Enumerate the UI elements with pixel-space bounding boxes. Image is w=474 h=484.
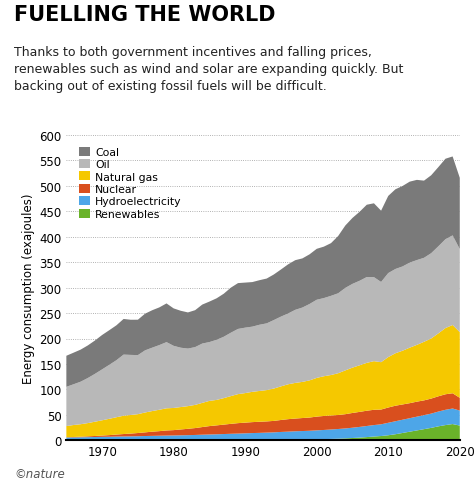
Text: ©nature: ©nature (14, 467, 65, 480)
Text: Thanks to both government incentives and falling prices,
renewables such as wind: Thanks to both government incentives and… (14, 46, 403, 93)
Legend: Coal, Oil, Natural gas, Nuclear, Hydroelectricity, Renewables: Coal, Oil, Natural gas, Nuclear, Hydroel… (76, 144, 185, 223)
Y-axis label: Energy consumption (exajoules): Energy consumption (exajoules) (22, 193, 35, 383)
Text: FUELLING THE WORLD: FUELLING THE WORLD (14, 5, 276, 25)
